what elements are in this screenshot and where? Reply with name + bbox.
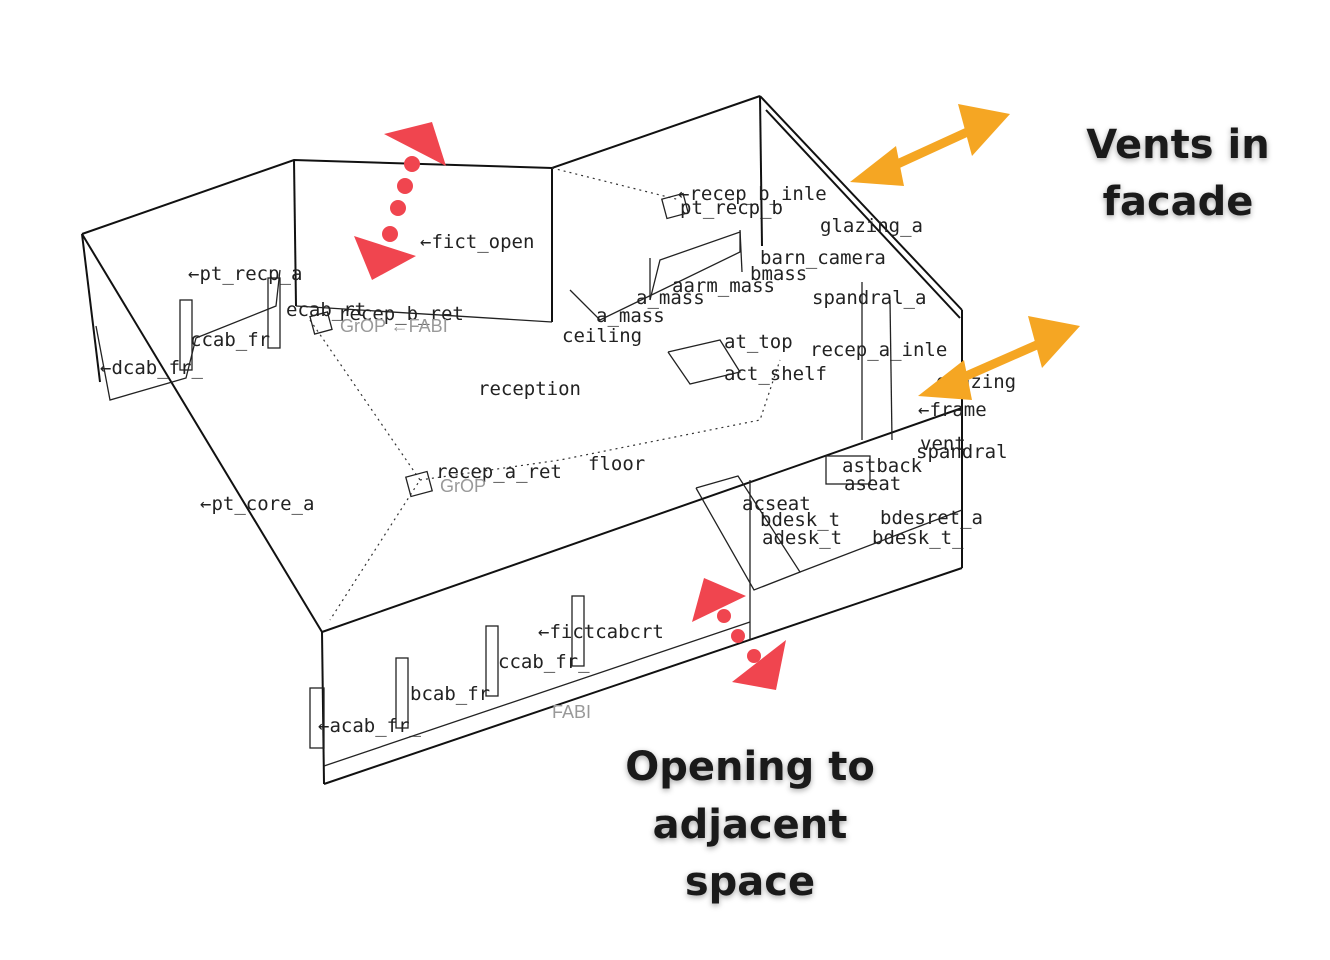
wall-corner-right — [759, 95, 763, 247]
left-cabinet-block — [95, 269, 281, 401]
grop-icon-top — [309, 311, 333, 335]
label-bdesk-t: bdesk_t — [760, 509, 840, 531]
chair-back — [825, 455, 871, 485]
label-vent: vent — [920, 433, 966, 455]
cabinet-c — [485, 625, 499, 697]
vents-annotation-line2: facade — [1103, 179, 1254, 225]
cabinet-e — [179, 299, 193, 371]
label-recep-b-inle: ←recep_b_inle — [678, 183, 827, 205]
vent-arrow-top — [850, 104, 1010, 186]
label-fict-open: ←fict_open — [420, 231, 534, 253]
building-wireframe — [81, 95, 963, 785]
wall-right-inner — [765, 109, 961, 319]
floor-front-edge — [321, 407, 963, 633]
label-pt-recp-b: pt_recp_b — [680, 197, 783, 219]
vents-annotation-line1: Vents in — [1086, 122, 1269, 168]
label-ecab-rt: ecab_rt — [286, 299, 366, 321]
label-bdesk-l: bdesk_t_ — [872, 527, 964, 549]
label-frame: ←frame — [918, 399, 987, 421]
label-adesk-t: adesk_t — [762, 527, 842, 549]
label-b-mass: bmass — [750, 263, 807, 285]
label-ceiling: ceiling — [562, 325, 642, 347]
label-acab-fr: ←acab_fr_ — [318, 715, 422, 737]
label-recep-a-ret: recep_a_ret — [436, 461, 562, 483]
label-pt-recp-a: ←pt_recp_a — [188, 263, 302, 285]
label-recep-a-inle: recep_a_inle — [810, 339, 947, 361]
label-ccab-fr-2: ccab_fr_ — [498, 651, 590, 673]
space-name: reception — [478, 378, 581, 400]
label-aseat: aseat — [844, 473, 901, 495]
cabinet-a — [309, 687, 325, 749]
model-labels: reception ←fict_open ←pt_recp_a ecab_rt … — [100, 183, 1016, 737]
floor-left-edge — [81, 233, 323, 633]
opening-annotation-line2: adjacent — [653, 802, 848, 848]
wall-back-vertical-1 — [293, 159, 297, 307]
label-fabi-bottom: FABI — [552, 702, 591, 722]
label-grop-bottom: GrOP — [440, 476, 486, 496]
vent-arrow-bottom — [918, 316, 1080, 400]
shelf — [667, 339, 742, 385]
cabinet-d — [571, 595, 585, 667]
opening-annotation-line3: space — [685, 859, 815, 905]
opening-arrow-top — [354, 122, 446, 280]
opening-arrow-bottom — [692, 578, 786, 690]
label-glazing-a: glazing_a — [820, 215, 923, 237]
label-bdesret-a: bdesret_a — [880, 507, 983, 529]
label-recep-b-ret: recep_b_ret — [338, 303, 464, 325]
facade-panel-v2 — [889, 299, 893, 441]
label-fict-cab-crt: ←fictcabcrt — [538, 621, 664, 643]
floor-diagonal-2 — [551, 167, 681, 201]
wall-front-vertical — [321, 631, 325, 785]
label-a-mass-1: a_mass — [636, 287, 705, 309]
label-dcab-fr: ←dcab_fr_ — [100, 357, 204, 379]
wall-corner-left — [81, 233, 101, 383]
label-a-mass-2: a_mass — [596, 305, 665, 327]
opening-arrows — [354, 122, 786, 690]
wall-front-bottom — [323, 567, 963, 785]
label-grop-fabi-top: GrOP ←FABI — [340, 316, 448, 336]
label-aarm-mass: aarm_mass — [672, 275, 775, 297]
inlet-icon-top — [660, 192, 690, 220]
label-acseat: acseat — [742, 493, 811, 515]
floor-diagonal-1 — [309, 319, 421, 621]
grop-icon-bottom — [404, 470, 434, 498]
label-floor: floor — [588, 453, 645, 475]
label-at-top: at_top — [724, 331, 793, 353]
desk-right — [799, 509, 963, 573]
cabinet-f — [267, 277, 281, 349]
label-barn-camera: barn_camera — [760, 247, 886, 269]
wall-front-mid — [323, 621, 751, 767]
label-astback: astback — [842, 455, 923, 477]
label-act-shelf: act_shelf — [724, 363, 827, 385]
wall-left-top — [81, 95, 761, 235]
label-bcab-fr: bcab_fr — [410, 683, 490, 705]
label-pt-core-a: ←pt_core_a — [200, 493, 314, 515]
opening-annotation: Opening to adjacent space — [625, 744, 875, 905]
opening-annotation-line1: Opening to — [625, 744, 875, 790]
vent-arrows — [850, 104, 1080, 400]
label-spandral-a: spandral_a — [812, 287, 926, 309]
cabinet-b — [395, 657, 409, 729]
wall-right-top — [759, 95, 963, 311]
label-spandral: spandral — [916, 441, 1008, 463]
opening-edge — [295, 305, 553, 323]
vents-annotation: Vents in facade — [1086, 122, 1269, 225]
mass-panel-v2 — [739, 229, 743, 273]
label-ccab-fr: ccab_fr — [190, 329, 270, 351]
